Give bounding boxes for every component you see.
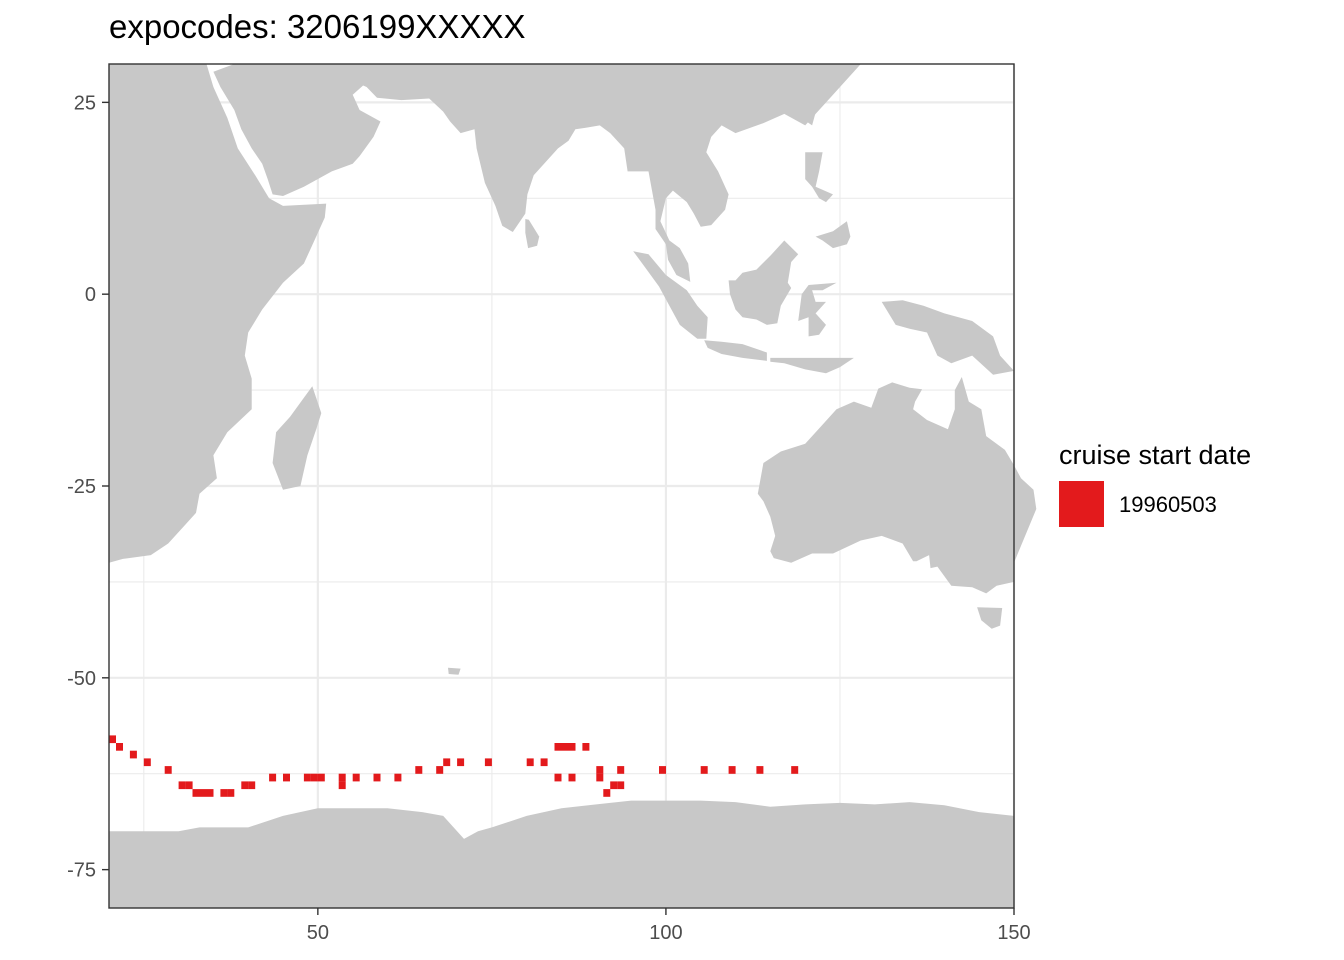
data-point [241,781,249,790]
data-point [610,781,618,790]
data-point [338,781,346,790]
land-polygon [770,357,854,374]
data-point [129,750,137,759]
data-point [617,766,625,774]
data-point [220,789,228,797]
data-point [484,758,492,767]
x-axis: 50 100 150 [307,908,1031,944]
data-point [310,773,318,782]
data-point [568,743,576,751]
data-point [269,773,277,782]
land-polygon [633,251,708,339]
data-point [317,773,325,782]
data-point [526,758,534,767]
land-polygon [448,667,461,675]
data-point [164,766,172,774]
data-point [352,773,360,782]
data-point [582,743,590,751]
legend-item: 19960503 [1059,481,1251,527]
data-point [700,766,708,774]
y-tick-label: 0 [85,284,96,306]
legend-title: cruise start date [1059,440,1252,470]
legend-color-key [1059,481,1104,527]
x-tick-label: 50 [307,922,329,944]
land-polygon [109,800,1014,908]
data-point [178,781,186,790]
data-point [540,758,548,767]
chart-title: expocodes: 3206199XXXXX [109,8,526,45]
data-point [596,766,604,774]
land-polygon [109,64,327,563]
legend-label: 19960503 [1119,492,1217,517]
data-point [728,766,736,774]
data-point [617,781,625,790]
y-tick-label: 25 [74,92,96,114]
land-polygon [977,607,1003,629]
land-mask [109,64,1037,908]
data-point [192,789,200,797]
land-polygon [881,300,1014,375]
data-point [603,789,611,797]
land-polygon [815,221,851,249]
data-point [338,773,346,782]
land-polygon [805,152,833,203]
data-point [659,766,666,774]
land-polygon [272,386,322,490]
data-point [143,758,151,767]
data-point [394,773,402,782]
data-point [554,773,562,782]
data-point [227,789,235,797]
land-polygon [798,282,837,337]
y-tick-label: -75 [67,860,96,882]
data-point [443,758,451,767]
data-point [561,743,569,751]
y-axis: 25 0 -25 -50 -75 [67,92,109,882]
data-point [791,766,799,774]
land-polygon [806,102,819,126]
data-point [109,735,116,744]
data-point [415,766,423,774]
x-tick-label: 100 [649,922,682,944]
data-point [303,773,311,782]
data-point [756,766,764,774]
legend: cruise start date 19960503 [1059,440,1251,527]
land-polygon [728,240,799,325]
data-point [568,773,576,782]
y-tick-label: -50 [67,668,96,690]
land-polygon [704,340,767,361]
data-point [554,743,562,751]
data-point [373,773,381,782]
land-polygon [213,64,861,282]
data-point [436,766,444,774]
data-points [109,735,799,797]
data-point [199,789,207,797]
data-point [248,781,256,790]
x-tick-label: 150 [997,922,1030,944]
land-polygon [757,377,1037,594]
data-point [457,758,465,767]
data-point [206,789,214,797]
land-polygon [525,219,540,249]
data-point [116,743,123,751]
data-point [185,781,193,790]
y-tick-label: -25 [67,476,96,498]
data-point [596,773,604,782]
data-point [283,773,290,782]
